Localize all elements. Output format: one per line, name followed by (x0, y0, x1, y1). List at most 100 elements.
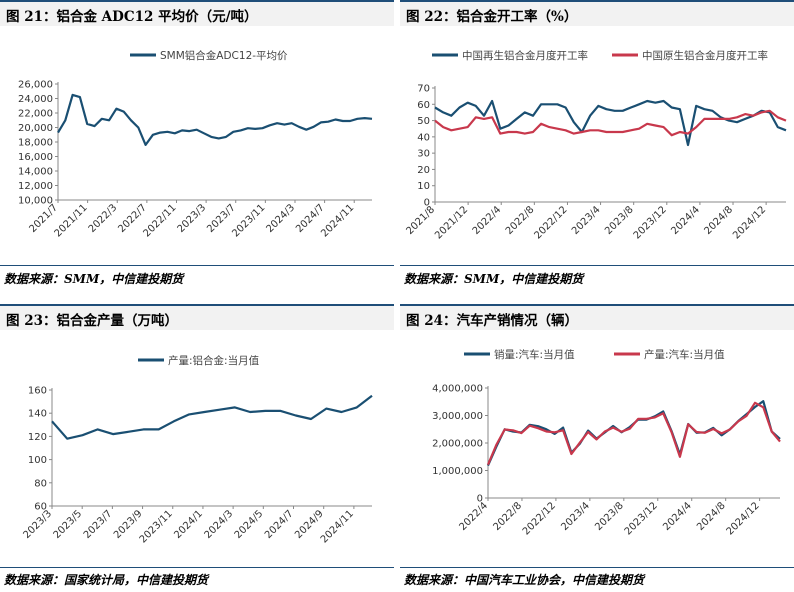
x-tick-label: 2022/8 (491, 500, 524, 533)
chart-title-bar: 图 21：铝合金 ADC12 平均价（元/吨） (0, 0, 394, 26)
legend-label: 中国再生铝合金月度开工率 (462, 49, 588, 62)
x-tick-label: 2023/3 (21, 508, 54, 541)
x-tick-label: 2023/4 (559, 500, 592, 533)
chart-auto-sales: 0 1,000,000 2,000,000 3,000,000 4,000,000 202… (432, 348, 781, 537)
y-tick-label: 4,000,000 (432, 384, 483, 395)
x-tick-label: 2021/8 (404, 204, 437, 237)
chart-alloy-output: 60801001201401602023/32023/52023/72023/9… (21, 354, 373, 545)
legend-label: 销量:汽车:当月值 (494, 348, 575, 361)
chart-panel-operating-rate: 图 22：铝合金开工率（%） 0 10 20 30 40 50 60 70 2021/8 2021… (400, 0, 794, 292)
x-tick-label: 2024/3 (264, 202, 297, 235)
y-tick-label: 40 (417, 132, 430, 143)
y-tick-label: 16,000 (18, 152, 53, 163)
y-tick-label: 14,000 (18, 167, 53, 178)
y-tick-label: 10 (417, 181, 430, 192)
y-tick-label: 100 (28, 455, 47, 466)
chart-title: 图 23：铝合金产量（万吨） (6, 313, 178, 329)
y-tick-label: 50 (417, 116, 430, 127)
y-tick-label: 0 (477, 494, 483, 505)
y-tick-label: 140 (28, 409, 47, 420)
y-tick-label: 10,000 (18, 196, 53, 207)
y-tick-label: 160 (28, 386, 47, 397)
x-tick-label: 2023/12 (632, 204, 669, 241)
x-tick-label: 2023/12 (623, 500, 660, 537)
legend-label: 产量:铝合金:当月值 (168, 354, 260, 367)
y-tick-label: 20 (417, 165, 430, 176)
y-tick-label: 20,000 (18, 123, 53, 134)
x-tick-label: 2023/4 (570, 204, 603, 237)
divider (0, 265, 394, 266)
series-line (486, 401, 781, 466)
source-note: 数据来源：SMM，中信建投期货 (4, 272, 184, 286)
chart-adc12-price: 10,000 12,000 14,000 16,000 18,000 20,000 22,0… (18, 49, 373, 239)
y-tick-label: 60 (417, 100, 430, 111)
chart-title-bar: 图 22：铝合金开工率（%） (400, 0, 794, 26)
x-tick-label: 2023/7 (82, 508, 115, 541)
source-note: 数据来源：中国汽车工业协会，中信建投期货 (404, 573, 645, 587)
y-tick-label: 2,000,000 (432, 439, 483, 450)
series-line (51, 394, 373, 440)
y-tick-label: 60 (34, 502, 47, 513)
legend-label: SMM铝合金ADC12-平均价 (160, 49, 288, 62)
x-tick-label: 2024/11 (319, 202, 356, 239)
chart-title: 图 21：铝合金 ADC12 平均价（元/吨） (6, 9, 258, 25)
chart-title: 图 24：汽车产销情况（辆） (406, 313, 578, 329)
series-line (486, 400, 781, 467)
x-tick-label: 2024/1 (172, 508, 205, 541)
source-note: 数据来源：国家统计局，中信建投期货 (4, 573, 209, 587)
chart-panel-adc12: 图 21：铝合金 ADC12 平均价（元/吨） 10,000 12,000 14,0… (0, 0, 394, 292)
chart-title-bar: 图 23：铝合金产量（万吨） (0, 304, 394, 330)
chart-panel-auto-sales: 图 24：汽车产销情况（辆） 0 1,000,000 2,000,000 3,000,… (400, 304, 794, 592)
x-tick-label: 2024/3 (203, 508, 236, 541)
y-tick-label: 3,000,000 (432, 411, 483, 422)
x-tick-label: 2022/4 (457, 500, 490, 533)
legend-label: 中国原生铝合金月度开工率 (642, 49, 768, 62)
divider (0, 567, 394, 568)
x-tick-label: 2023/11 (230, 202, 267, 239)
x-tick-label: 2024/7 (263, 508, 296, 541)
y-tick-label: 22,000 (18, 109, 53, 120)
x-tick-label: 2022/12 (521, 500, 558, 537)
x-tick-label: 2022/12 (532, 204, 569, 241)
y-tick-label: 18,000 (18, 138, 53, 149)
x-tick-label: 2024/12 (731, 204, 768, 241)
y-tick-label: 12,000 (18, 181, 53, 192)
y-tick-label: 26,000 (18, 80, 53, 91)
chart-panel-alloy-output: 图 23：铝合金产量（万吨） 60 80 100 120 140 160 2023/3 202… (0, 304, 394, 592)
y-tick-label: 80 (34, 478, 47, 489)
x-tick-label: 2024/4 (661, 500, 694, 533)
x-tick-label: 2022/3 (87, 202, 120, 235)
x-tick-label: 2023/3 (176, 202, 209, 235)
y-tick-label: 30 (417, 149, 430, 160)
x-tick-label: 2024/11 (319, 508, 356, 545)
x-tick-label: 2024/4 (669, 204, 702, 237)
x-tick-label: 2024/8 (702, 204, 735, 237)
x-tick-label: 2023/5 (52, 508, 85, 541)
x-tick-label: 2021/12 (433, 204, 470, 241)
divider (400, 265, 794, 266)
series-line (434, 99, 787, 147)
chart-title: 图 22：铝合金开工率（%） (406, 9, 578, 25)
x-tick-label: 2023/8 (603, 204, 636, 237)
x-tick-label: 2022/11 (141, 202, 178, 239)
x-tick-label: 2024/12 (725, 500, 762, 537)
divider (400, 567, 794, 568)
source-note: 数据来源：SMM，中信建投期货 (404, 272, 584, 286)
x-tick-label: 2022/4 (471, 204, 504, 237)
x-tick-label: 2024/8 (695, 500, 728, 533)
x-tick-label: 2024/5 (233, 508, 266, 541)
chart-title-bar: 图 24：汽车产销情况（辆） (400, 304, 794, 330)
y-tick-label: 70 (417, 84, 430, 95)
y-tick-label: 120 (28, 432, 47, 443)
series-line (57, 93, 373, 147)
y-tick-label: 1,000,000 (432, 466, 483, 477)
x-tick-label: 2023/11 (138, 508, 175, 545)
x-tick-label: 2023/8 (593, 500, 626, 533)
y-tick-label: 24,000 (18, 94, 53, 105)
y-tick-label: 0 (424, 198, 430, 209)
legend-label: 产量:汽车:当月值 (644, 348, 725, 361)
x-tick-label: 2021/11 (53, 202, 90, 239)
series-line (434, 109, 787, 137)
x-tick-label: 2022/8 (504, 204, 537, 237)
